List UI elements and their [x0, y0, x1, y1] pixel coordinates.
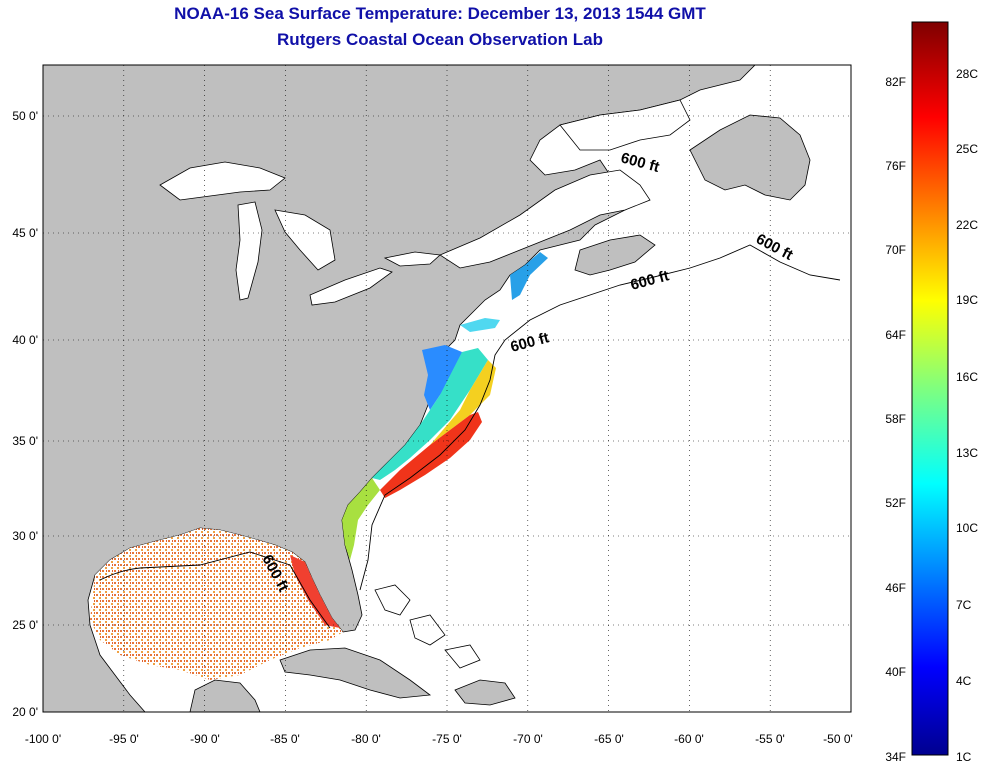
colorbar	[911, 21, 949, 756]
nova-scotia-land	[574, 234, 656, 276]
lon-tick-label: -70 0'	[513, 732, 543, 746]
james-bay	[559, 99, 691, 151]
lon-tick-label: -60 0'	[674, 732, 704, 746]
sst-florida-coast	[342, 478, 380, 560]
lon-tick-label: -80 0'	[351, 732, 381, 746]
lake-michigan	[235, 201, 263, 301]
colorbar-c-label: 10C	[956, 521, 978, 535]
colorbar-f-label: 70F	[885, 243, 906, 257]
lon-tick-label: -50 0'	[823, 732, 853, 746]
bahamas-shoals	[374, 584, 481, 669]
colorbar-c-label: 22C	[956, 218, 978, 232]
hispaniola-land	[454, 679, 516, 706]
colorbar-f-label: 76F	[885, 159, 906, 173]
colorbar-f-label: 46F	[885, 581, 906, 595]
colorbar-f-label: 34F	[885, 750, 906, 764]
lat-tick-label: 30 0'	[12, 529, 38, 543]
colorbar-c-label: 28C	[956, 67, 978, 81]
lon-tick-label: -75 0'	[432, 732, 462, 746]
lat-tick-label: 25 0'	[12, 618, 38, 632]
lon-tick-label: -85 0'	[270, 732, 300, 746]
colorbar-c-label: 25C	[956, 142, 978, 156]
colorbar-f-label: 40F	[885, 665, 906, 679]
600ft-contour-line	[99, 244, 841, 629]
newfoundland-land	[689, 114, 811, 201]
cuba-land	[279, 647, 432, 699]
colorbar-c-label: 1C	[956, 750, 972, 764]
lon-tick-label: -95 0'	[109, 732, 139, 746]
lat-tick-label: 20 0'	[12, 705, 38, 719]
lon-tick-label: -65 0'	[594, 732, 624, 746]
colorbar-f-label: 58F	[885, 412, 906, 426]
sst-coastal-cold	[422, 345, 462, 410]
map-subtitle: Rutgers Coastal Ocean Observation Lab	[277, 30, 603, 49]
colorbar-c-label: 13C	[956, 446, 978, 460]
sst-gulf-of-mexico	[90, 528, 343, 680]
sst-gulf-stream	[380, 412, 482, 498]
gulf-of-st-lawrence	[439, 169, 651, 269]
lat-tick-label: 35 0'	[12, 434, 38, 448]
sst-shelf-yellow	[430, 360, 496, 445]
lat-tick-label: 50 0'	[12, 109, 38, 123]
map-title: NOAA-16 Sea Surface Temperature: Decembe…	[174, 4, 706, 23]
lat-tick-label: 40 0'	[12, 333, 38, 347]
lake-superior	[159, 161, 286, 201]
colorbar-c-label: 4C	[956, 674, 972, 688]
lon-tick-label: -100 0'	[25, 732, 61, 746]
sst-florida-west	[290, 555, 340, 628]
lon-tick-label: -55 0'	[755, 732, 785, 746]
colorbar-c-label: 16C	[956, 370, 978, 384]
lake-ontario	[383, 251, 441, 267]
colorbar-f-label: 82F	[885, 75, 906, 89]
colorbar-f-label: 52F	[885, 496, 906, 510]
yucatan-land	[189, 679, 261, 712]
colorbar-c-label: 7C	[956, 598, 972, 612]
sst-ne-coast	[460, 318, 500, 332]
lake-huron	[274, 209, 336, 271]
colorbar-c-label: 19C	[956, 293, 978, 307]
lake-erie	[309, 267, 393, 306]
sst-maine-cold	[510, 252, 548, 300]
colorbar-f-label: 64F	[885, 328, 906, 342]
lon-tick-label: -90 0'	[190, 732, 220, 746]
map-frame	[42, 64, 852, 713]
lat-tick-label: 45 0'	[12, 226, 38, 240]
sst-shelf-teal	[372, 348, 488, 480]
